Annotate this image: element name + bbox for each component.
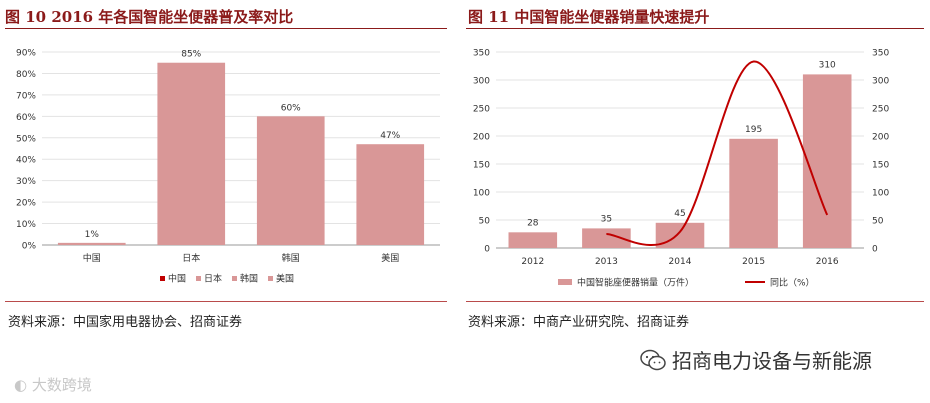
y-left-tick-label: 300	[473, 77, 490, 87]
y-tick-label: 60%	[16, 113, 36, 123]
y-left-tick-label: 100	[473, 189, 490, 199]
data-label: 195	[745, 125, 762, 135]
right-source-note: 资料来源：中商产业研究院、招商证券	[468, 315, 690, 330]
yoy-line	[606, 60, 829, 246]
wechat-icon	[640, 349, 666, 371]
y-right-tick-label: 250	[872, 105, 889, 115]
y-tick-label: 80%	[16, 70, 36, 80]
left-bar-chart: 0% 10% 20% 30% 40% 50% 60% 70% 80% 90% 1% 中国 85% 日本 60…	[16, 49, 440, 285]
right-title-rule	[466, 28, 924, 29]
left-source-rule	[5, 301, 447, 302]
x-tick-label: 韩国	[282, 252, 300, 264]
bar	[729, 138, 778, 248]
y-right-tick-label: 200	[872, 133, 889, 143]
right-source-rule	[466, 301, 924, 302]
bar	[802, 74, 852, 249]
x-tick-label: 日本	[182, 252, 200, 264]
y-right-tick-label: 350	[872, 49, 889, 59]
legend-label: 中国	[168, 273, 186, 285]
legend-label: 中国智能座便器销量（万件）	[577, 277, 694, 289]
x-tick-label: 2013	[595, 257, 618, 267]
bar	[508, 232, 558, 248]
legend-label: 同比（%）	[770, 277, 815, 289]
legend-label: 日本	[204, 273, 222, 285]
legend-swatch	[232, 276, 237, 281]
left-chart-title: 图 10 2016 年各国智能坐便器普及率对比	[5, 8, 294, 26]
y-left-tick-label: 0	[484, 245, 490, 255]
data-label: 35	[601, 214, 612, 224]
brand-name: 招商电力设备与新能源	[672, 349, 872, 373]
y-left-tick-label: 200	[473, 133, 490, 143]
y-right-tick-label: 100	[872, 189, 889, 199]
x-tick-label: 2016	[816, 257, 839, 267]
legend-swatch	[268, 276, 273, 281]
y-tick-label: 40%	[16, 156, 36, 166]
legend-label: 美国	[276, 273, 294, 285]
y-tick-label: 50%	[16, 134, 36, 144]
legend-label: 韩国	[240, 273, 258, 285]
legend-swatch	[160, 276, 165, 281]
bar	[256, 116, 325, 245]
y-left-tick-label: 250	[473, 105, 490, 115]
data-label: 310	[819, 60, 836, 70]
y-tick-label: 90%	[16, 49, 36, 59]
watermark-icon: ◐	[14, 376, 32, 394]
bar	[57, 242, 126, 245]
x-tick-label: 中国	[83, 252, 101, 264]
y-left-tick-label: 150	[473, 161, 490, 171]
y-tick-label: 70%	[16, 91, 36, 101]
x-tick-label: 2012	[521, 257, 544, 267]
watermark-text: 大数跨境	[31, 376, 92, 394]
data-label: 60%	[281, 103, 301, 113]
wechat-brand: 招商电力设备与新能源	[640, 345, 872, 374]
right-chart-title: 图 11 中国智能坐便器销量快速提升	[468, 8, 710, 26]
y-right-tick-label: 0	[872, 245, 878, 255]
bar	[157, 62, 226, 245]
y-right-tick-label: 300	[872, 77, 889, 87]
watermark: ◐ 大数跨境	[14, 374, 92, 395]
data-label: 28	[527, 218, 539, 228]
data-label: 45	[674, 209, 685, 219]
data-label: 47%	[380, 131, 400, 141]
legend-swatch-bar	[558, 279, 572, 285]
right-combo-chart: 0 50 100 150 200 250 300 350 0 50 100 150 200 250 300 3…	[473, 49, 890, 289]
x-tick-label: 2014	[669, 257, 692, 267]
left-source-note: 资料来源：中国家用电器协会、招商证券	[8, 315, 243, 330]
bar	[356, 144, 425, 245]
legend-swatch	[196, 276, 201, 281]
x-tick-label: 2015	[742, 257, 765, 267]
left-title-rule	[5, 28, 447, 29]
bar	[582, 228, 631, 248]
y-right-tick-label: 50	[872, 217, 884, 227]
y-tick-label: 0%	[22, 242, 37, 252]
y-tick-label: 10%	[16, 220, 36, 230]
x-tick-label: 美国	[381, 252, 399, 264]
y-tick-label: 30%	[16, 177, 36, 187]
y-left-tick-label: 50	[479, 217, 491, 227]
data-label: 85%	[181, 50, 201, 60]
y-right-tick-label: 150	[872, 161, 889, 171]
y-tick-label: 20%	[16, 199, 36, 209]
data-label: 1%	[85, 230, 100, 240]
y-left-tick-label: 350	[473, 49, 490, 59]
